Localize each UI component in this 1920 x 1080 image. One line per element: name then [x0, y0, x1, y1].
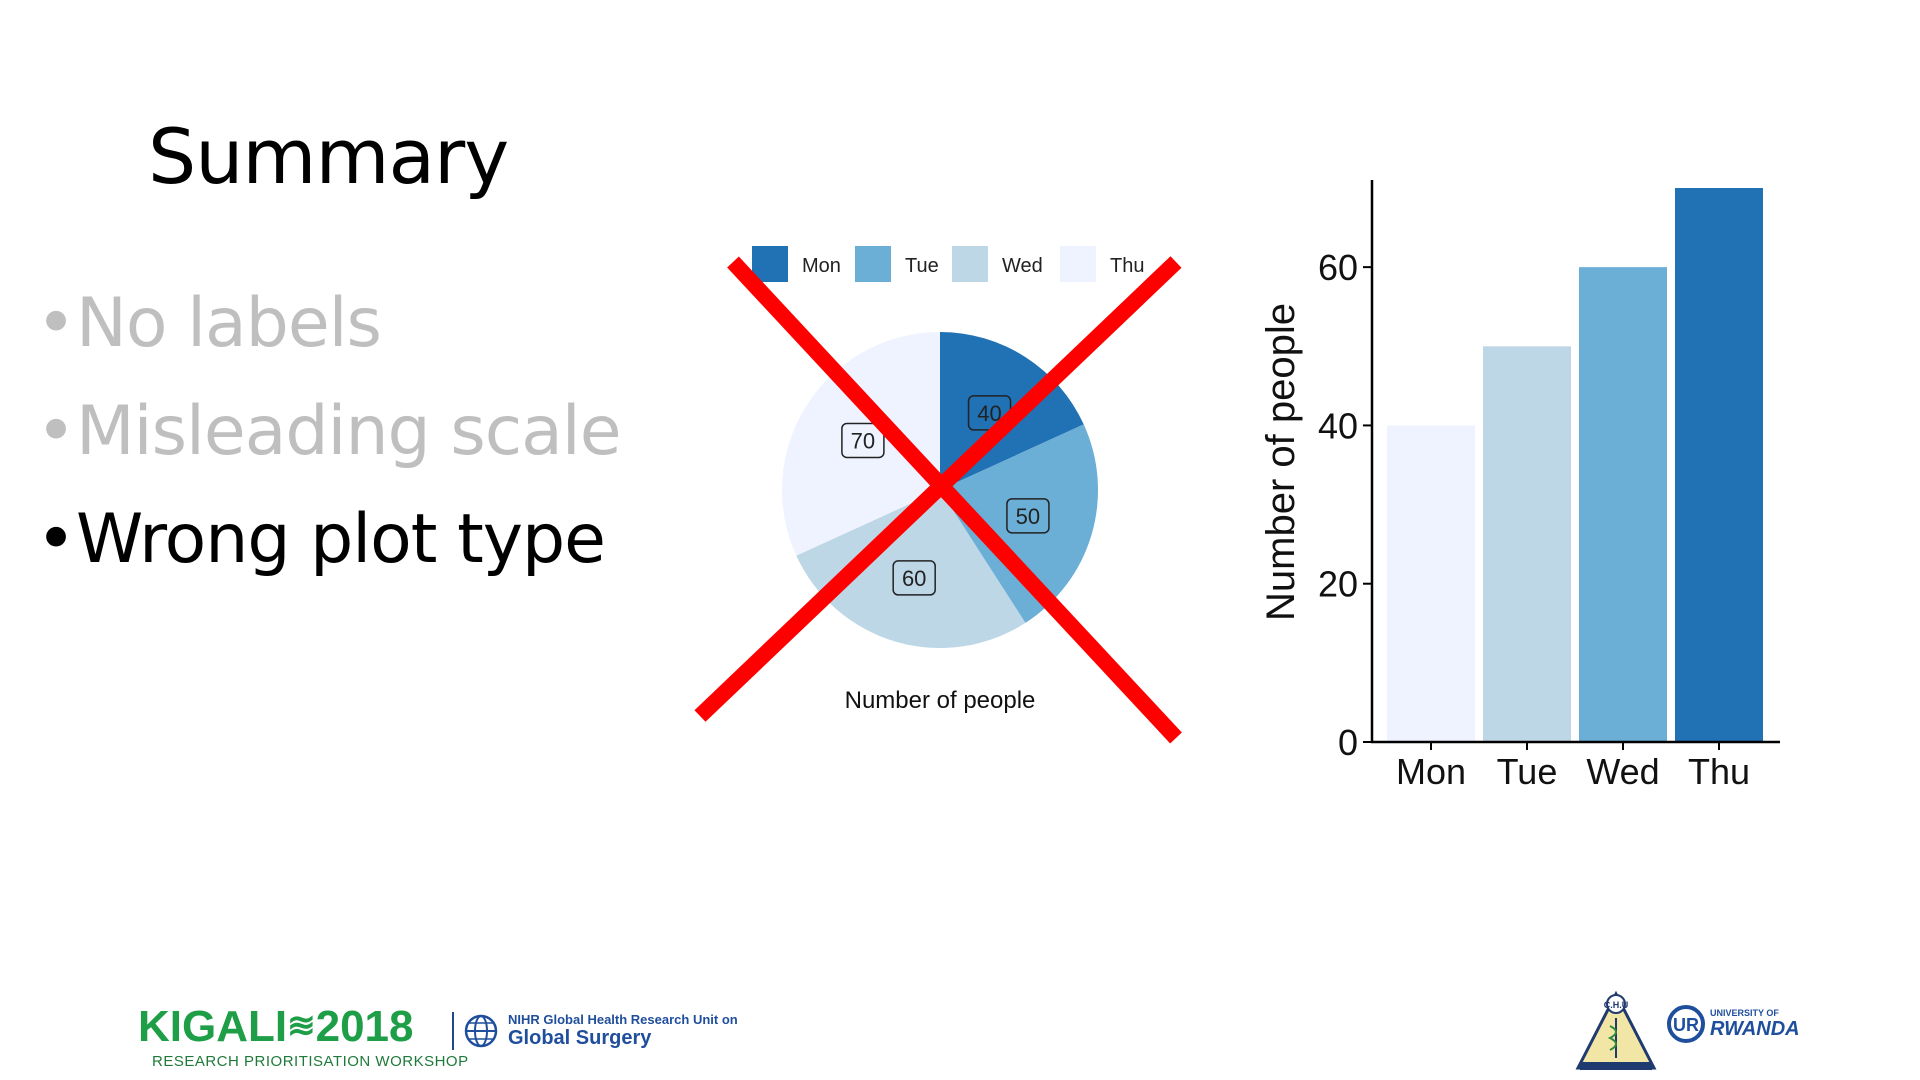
kigali-wave-icon: ≋ — [287, 1007, 316, 1045]
bullet-dot: • — [36, 284, 76, 363]
y-tick-label-0: 0 — [1338, 722, 1358, 763]
chu-label: C.H.U — [1604, 1000, 1629, 1010]
kigali-word: KIGALI — [138, 1002, 288, 1051]
bullet-text: Misleading scale — [76, 392, 622, 471]
nihr-line1: NIHR Global Health Research Unit on — [508, 1012, 738, 1027]
legend-label-mon: Mon — [802, 255, 841, 277]
cross-line-1 — [727, 256, 1182, 744]
pie-data-label-text: 60 — [902, 566, 926, 591]
x-tick-label-mon: Mon — [1396, 751, 1466, 792]
pie-data-label-tue: 50 — [1006, 498, 1050, 534]
bullet-list: •No labels •Misleading scale •Wrong plot… — [36, 270, 622, 594]
globe-icon — [464, 1014, 498, 1048]
bullet-wrong-plot-type: •Wrong plot type — [36, 486, 621, 594]
pie-data-label-box — [841, 422, 885, 459]
slide-title: Summary — [148, 112, 509, 201]
bullet-dot: • — [36, 500, 76, 579]
x-tick-label-thu: Thu — [1688, 751, 1750, 792]
pie-data-label-box — [892, 560, 936, 596]
y-tick-label-40: 40 — [1318, 405, 1358, 446]
legend-swatch-tue — [855, 246, 891, 282]
bar-thu — [1675, 188, 1763, 742]
y-tick-label-20: 20 — [1318, 564, 1358, 605]
nihr-logo: NIHR Global Health Research Unit on Glob… — [452, 1012, 738, 1050]
legend-swatch-wed — [952, 246, 988, 282]
bar-wed — [1579, 267, 1667, 742]
bar-mon — [1387, 425, 1475, 742]
pie-data-label-box — [1006, 498, 1050, 534]
svg-text:UR: UR — [1673, 1015, 1699, 1035]
nihr-line2: Global Surgery — [508, 1027, 652, 1049]
chu-logo: C.H.U — [1575, 990, 1657, 1070]
legend-label-tue: Tue — [905, 255, 939, 277]
kigali-year: 2018 — [315, 1002, 414, 1051]
pie-data-label-text: 70 — [851, 428, 875, 453]
legend-swatch-mon — [752, 246, 788, 282]
kigali-subtitle: RESEARCH PRIORITISATION WORKSHOP — [152, 1053, 469, 1070]
logo-divider — [452, 1012, 454, 1050]
legend-label-thu: Thu — [1110, 255, 1144, 277]
legend-swatch-thu — [1060, 246, 1096, 282]
ur-emblem-icon: UR — [1667, 1005, 1705, 1043]
pie-data-label-thu: 70 — [841, 422, 885, 459]
university-of-rwanda-logo: UR UNIVERSITY OF RWANDA — [1664, 1004, 1800, 1044]
y-tick-label-60: 60 — [1318, 247, 1358, 288]
kigali-logo: KIGALI≋2018 RESEARCH PRIORITISATION WORK… — [138, 1002, 469, 1071]
x-tick-label-wed: Wed — [1586, 751, 1659, 792]
bullet-misleading-scale: •Misleading scale — [36, 378, 622, 486]
bar-tue — [1483, 346, 1571, 742]
x-tick-label-tue: Tue — [1497, 751, 1558, 792]
pie-data-label-text: 50 — [1016, 504, 1040, 529]
bullet-text: No labels — [76, 284, 382, 363]
y-axis-label: Number of people — [1259, 303, 1303, 621]
bullet-text: Wrong plot type — [76, 500, 606, 579]
ur-university-of: UNIVERSITY OF — [1710, 1007, 1779, 1018]
ur-rwanda: RWANDA — [1710, 1017, 1800, 1040]
pie-axis-label: Number of people — [845, 687, 1036, 714]
bullet-dot: • — [36, 392, 76, 471]
pie-data-label-wed: 60 — [892, 560, 936, 596]
legend-label-wed: Wed — [1002, 255, 1043, 277]
bullet-no-labels: •No labels — [36, 270, 621, 378]
cross-line-2 — [694, 256, 1182, 722]
